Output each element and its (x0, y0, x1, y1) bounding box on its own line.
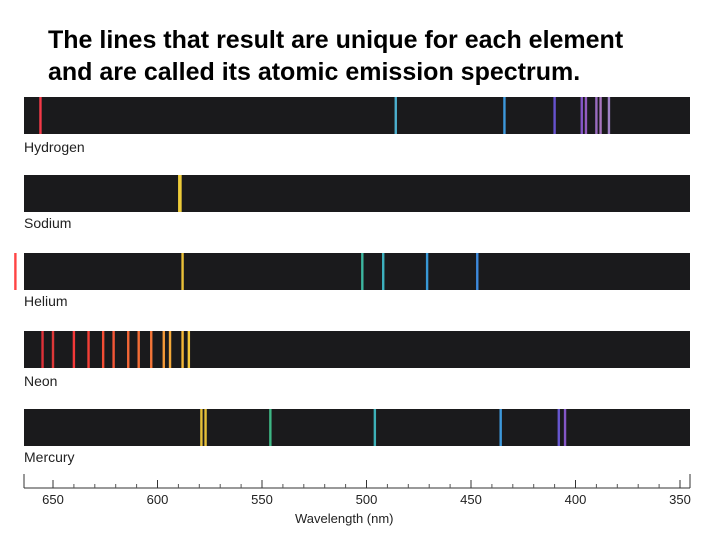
x-tick-label-350: 350 (669, 492, 691, 507)
slide-title-line-1: The lines that result are unique for eac… (48, 26, 624, 54)
slide-title-line-2: and are called its atomic emission spect… (48, 58, 581, 86)
emission-line-helium-1 (181, 253, 184, 290)
x-tick-label-450: 450 (460, 492, 482, 507)
x-tick-label-400: 400 (564, 492, 587, 507)
emission-line-neon-11 (181, 331, 184, 368)
emission-line-neon-7 (137, 331, 140, 368)
emission-line-mercury-3 (373, 409, 377, 446)
emission-line-hydrogen-5 (584, 97, 588, 134)
emission-line-mercury-0 (200, 409, 203, 446)
emission-line-neon-2 (72, 331, 76, 368)
spectrum-strip-mercury (24, 409, 690, 446)
emission-line-neon-9 (162, 331, 165, 368)
element-label-hydrogen: Hydrogen (24, 139, 85, 155)
emission-line-hydrogen-6 (595, 97, 598, 134)
x-tick-label-550: 550 (251, 492, 273, 507)
element-label-helium: Helium (24, 293, 68, 309)
emission-line-hydrogen-0 (39, 97, 42, 134)
emission-line-sodium-0 (178, 175, 181, 212)
emission-line-hydrogen-7 (599, 97, 602, 134)
emission-line-neon-5 (112, 331, 115, 368)
spectrum-strip-neon (24, 331, 690, 368)
emission-line-hydrogen-8 (607, 97, 611, 134)
emission-line-neon-0 (41, 331, 44, 368)
emission-line-mercury-1 (204, 409, 207, 446)
spectrum-strip-hydrogen (24, 97, 690, 134)
emission-line-neon-3 (87, 331, 90, 368)
x-tick-label-500: 500 (355, 492, 378, 507)
emission-line-mercury-5 (557, 409, 560, 446)
slide-title: The lines that result are unique for eac… (48, 24, 708, 88)
element-label-neon: Neon (24, 373, 58, 389)
spectrum-strip-sodium (24, 175, 690, 212)
emission-line-neon-12 (187, 331, 191, 368)
emission-line-helium-4 (425, 253, 429, 290)
emission-line-neon-8 (150, 331, 153, 368)
element-label-sodium: Sodium (24, 215, 72, 231)
emission-line-hydrogen-4 (580, 97, 583, 134)
emission-line-sodium-1 (179, 175, 182, 212)
emission-line-neon-10 (168, 331, 172, 368)
x-tick-label-650: 650 (42, 492, 64, 507)
x-tick-label-600: 600 (146, 492, 169, 507)
emission-line-mercury-4 (499, 409, 502, 446)
emission-line-helium-5 (476, 253, 479, 290)
emission-line-helium-0 (14, 253, 17, 290)
emission-line-neon-6 (127, 331, 130, 368)
emission-line-hydrogen-2 (503, 97, 506, 134)
element-label-mercury: Mercury (24, 449, 75, 465)
emission-line-mercury-6 (563, 409, 567, 446)
x-axis-label: Wavelength (nm) (295, 511, 394, 526)
emission-line-neon-1 (51, 331, 55, 368)
emission-line-helium-2 (361, 253, 364, 290)
emission-line-neon-4 (101, 331, 105, 368)
emission-line-hydrogen-3 (553, 97, 556, 134)
emission-line-mercury-2 (269, 409, 272, 446)
emission-line-helium-3 (382, 253, 385, 290)
emission-line-hydrogen-1 (394, 97, 397, 134)
spectrum-strip-helium (24, 253, 690, 290)
